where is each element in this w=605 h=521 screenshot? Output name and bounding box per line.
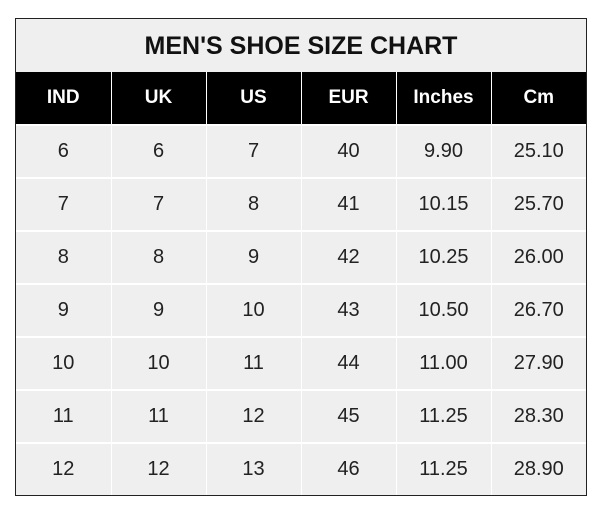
table-cell: 12: [110, 442, 206, 495]
table-row: 7 7 8 41 10.15 25.70: [16, 177, 586, 231]
table-cell: 10: [205, 283, 301, 337]
header-row: IND UK US EUR Inches Cm: [16, 72, 586, 125]
table-cell: 11: [205, 336, 301, 390]
size-table: IND UK US EUR Inches Cm 6 6 7 40 9.90 25.10 7 7 8 41 10…: [16, 72, 586, 495]
column-header: US: [205, 72, 301, 125]
table-cell: 42: [300, 230, 396, 284]
table-cell: 28.90: [490, 442, 586, 495]
table-cell: 9: [16, 283, 111, 337]
table-cell: 43: [300, 283, 396, 337]
table-cell: 7: [205, 124, 301, 178]
table-cell: 8: [205, 177, 301, 231]
table-cell: 26.00: [490, 230, 586, 284]
table-row: 11 11 12 45 11.25 28.30: [16, 389, 586, 443]
table-cell: 11: [16, 389, 111, 443]
table-cell: 25.10: [490, 124, 586, 178]
table-cell: 6: [110, 124, 206, 178]
table-row: 9 9 10 43 10.50 26.70: [16, 283, 586, 337]
table-cell: 9.90: [395, 124, 491, 178]
table-cell: 11.25: [395, 389, 491, 443]
table-cell: 10.25: [395, 230, 491, 284]
table-cell: 45: [300, 389, 396, 443]
table-cell: 9: [110, 283, 206, 337]
table-cell: 44: [300, 336, 396, 390]
table-row: 12 12 13 46 11.25 28.90: [16, 442, 586, 495]
table-cell: 12: [16, 442, 111, 495]
table-cell: 11.00: [395, 336, 491, 390]
table-cell: 13: [205, 442, 301, 495]
table-cell: 26.70: [490, 283, 586, 337]
table-cell: 25.70: [490, 177, 586, 231]
table-cell: 7: [110, 177, 206, 231]
table-cell: 46: [300, 442, 396, 495]
column-header: IND: [16, 72, 111, 125]
table-cell: 10: [110, 336, 206, 390]
table-cell: 9: [205, 230, 301, 284]
table-cell: 10.15: [395, 177, 491, 231]
table-row: 6 6 7 40 9.90 25.10: [16, 124, 586, 178]
table-cell: 28.30: [490, 389, 586, 443]
table-cell: 11.25: [395, 442, 491, 495]
column-header: EUR: [300, 72, 396, 125]
table-cell: 10: [16, 336, 111, 390]
table-cell: 8: [16, 230, 111, 284]
table-cell: 7: [16, 177, 111, 231]
column-header: Inches: [395, 72, 491, 125]
table-row: 10 10 11 44 11.00 27.90: [16, 336, 586, 390]
table-cell: 27.90: [490, 336, 586, 390]
table-cell: 10.50: [395, 283, 491, 337]
table-row: 8 8 9 42 10.25 26.00: [16, 230, 586, 284]
table-cell: 6: [16, 124, 111, 178]
table-cell: 41: [300, 177, 396, 231]
column-header: Cm: [490, 72, 586, 125]
column-header: UK: [110, 72, 206, 125]
table-cell: 12: [205, 389, 301, 443]
table-cell: 11: [110, 389, 206, 443]
table-cell: 8: [110, 230, 206, 284]
size-chart: MEN'S SHOE SIZE CHART IND UK US EUR Inches Cm…: [15, 18, 587, 496]
chart-title: MEN'S SHOE SIZE CHART: [16, 19, 586, 72]
table-cell: 40: [300, 124, 396, 178]
